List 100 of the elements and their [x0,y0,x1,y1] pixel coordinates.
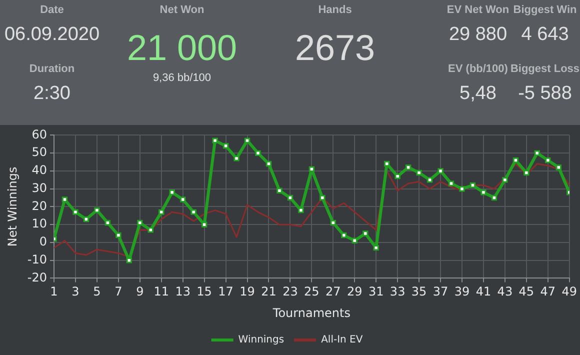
x-tick-label: 7 [114,284,122,299]
y-tick-label: 50 [32,145,47,160]
text: EV Net Won [446,4,510,16]
text: 9,36 bb/100 [152,72,212,84]
point [169,190,175,196]
point [266,160,272,167]
y-tick-label: 20 [32,198,47,213]
x-tick-label: 41 [476,284,492,299]
x-tick-label: 19 [240,284,255,299]
point [448,180,454,186]
point [373,244,379,251]
point [362,230,368,236]
point [298,207,304,214]
x-tick-label: 45 [518,284,534,299]
legend-label: Winnings [238,334,284,346]
point [276,188,282,194]
x-tick-label: 27 [326,284,341,299]
point [244,138,250,144]
point [62,196,68,202]
text: EV (bb/100) [448,63,508,75]
point [416,170,422,176]
point [556,164,562,170]
x-tick-label: 43 [497,284,513,299]
x-tick-label: 23 [282,284,298,299]
text: Biggest Win [513,4,577,16]
y-tick-label: 60 [32,127,47,142]
point [212,138,218,144]
text: 21 000 [126,27,238,69]
point [405,164,412,170]
text: Hands [318,4,352,16]
text: 29 880 [448,24,508,46]
point [491,194,498,201]
x-tick-label: 15 [196,284,212,299]
text: 5,48 [460,83,496,105]
text: 2673 [294,27,376,69]
point [126,257,132,264]
point [320,194,326,201]
y-tick-label: 40 [32,163,47,178]
x-tick-label: 33 [390,284,406,299]
point [222,143,229,149]
x-tick-label: 1 [50,284,58,299]
point [308,166,315,172]
point [148,227,154,233]
y-tick-label: 10 [32,216,47,231]
point [158,209,164,215]
point [72,209,78,215]
legend-label: All-In EV [321,334,363,346]
text: Biggest Loss [510,63,580,75]
x-tick-label: 49 [562,284,578,299]
text: Duration [29,63,75,75]
x-tick-label: 5 [93,284,101,299]
text: Net Won [160,4,204,16]
text: Date [40,4,64,16]
x-tick-label: 39 [454,284,470,299]
y-tick-label: -20 [27,270,47,284]
point [287,194,294,201]
point [190,209,196,215]
point [234,156,240,162]
point [201,222,208,228]
point [394,173,400,180]
point [426,177,433,183]
x-tick-label: 11 [154,284,170,299]
point [180,196,186,202]
point [255,150,261,156]
text: 06.09.2020 [4,24,100,46]
point [512,157,519,164]
point [384,160,390,167]
point [330,220,336,226]
x-tick-label: 17 [218,284,234,299]
x-tick-label: 3 [72,284,80,299]
point [83,216,90,222]
point [341,232,347,238]
x-tick-label: 25 [304,284,320,299]
x-tick-label: 9 [136,284,144,299]
x-axis-title: Tournaments [272,306,350,320]
point [94,207,100,214]
x-tick-label: 31 [368,284,384,299]
point [104,220,111,226]
point [137,220,143,226]
point [480,190,486,196]
point [524,170,530,176]
y-tick-label: 30 [32,180,47,195]
point [545,157,551,164]
point [502,177,508,183]
text: 2:30 [34,83,70,105]
point [352,238,358,244]
x-tick-label: 21 [261,284,276,299]
x-tick-label: 37 [432,284,448,299]
y-tick-label: 0 [39,234,47,249]
point [116,232,122,238]
point [534,150,540,156]
text: 4 643 [521,24,569,46]
point [438,168,444,174]
point [470,182,476,188]
y-tick-label: -10 [27,252,47,266]
y-axis-title: Net Winnings [5,166,20,247]
x-tick-label: 29 [346,284,362,299]
point [459,186,465,192]
x-tick-label: 47 [540,284,556,299]
x-tick-label: 35 [411,284,427,299]
